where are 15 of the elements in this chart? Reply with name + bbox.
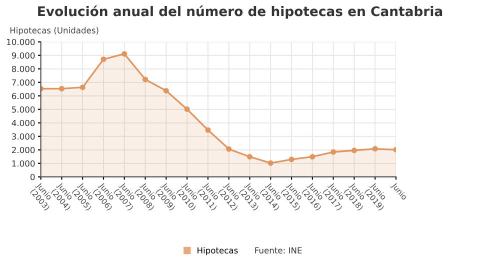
y-tick-label: 0 xyxy=(30,174,35,180)
y-axis-title: Hipotecas (Unidades) xyxy=(10,27,98,36)
y-tick-label: 7.000 xyxy=(12,79,35,86)
source-note: Fuente: INE xyxy=(255,247,302,254)
y-tick-label: 4.000 xyxy=(12,120,35,126)
y-tick-label: 8.000 xyxy=(12,66,35,72)
y-tick-label: 2.000 xyxy=(12,146,35,154)
y-tick-label: 1.000 xyxy=(12,160,35,167)
chart-title: Evolución anual del número de hipotecas en Cantabria xyxy=(38,6,442,19)
legend-label: Hipotecas xyxy=(198,247,238,256)
y-tick-label: 9.000 xyxy=(12,52,35,59)
y-tick-label: 3.000 xyxy=(12,133,35,140)
y-tick-label: 10.000 xyxy=(7,38,35,46)
y-tick-label: 5.000 xyxy=(12,106,35,113)
y-tick-label: 6.000 xyxy=(12,92,35,100)
